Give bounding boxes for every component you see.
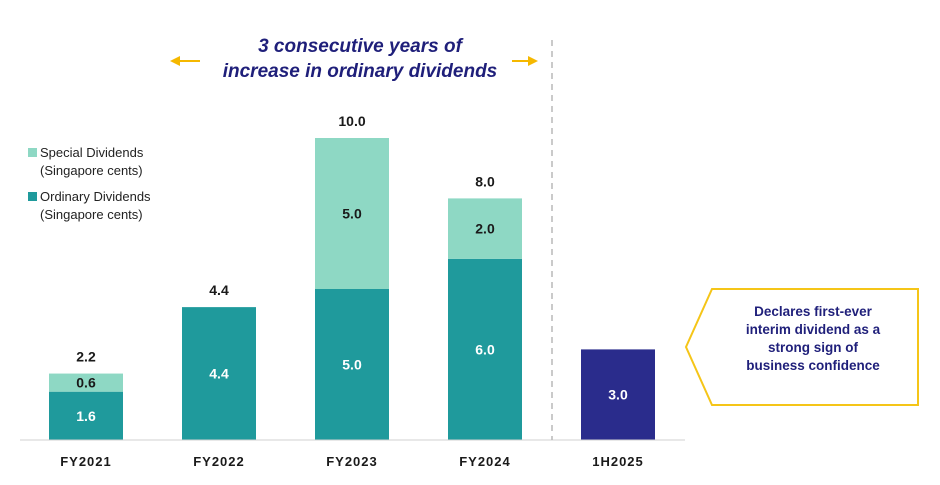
labels-layer: 1.6 0.6 2.2 4.4 4.4 5.0 5.0 10.0 6.0 2.0 8.0 3.0	[76, 113, 628, 424]
bar-special-fy2021	[49, 373, 123, 392]
legend-swatch-ordinary	[28, 192, 37, 201]
bar-ordinary-fy2022	[182, 307, 256, 440]
legend-item-special: Special Dividends (Singapore cents)	[28, 144, 151, 180]
x-tick-fy2023: FY2023	[326, 454, 378, 469]
legend-swatch-special	[28, 148, 37, 157]
left-arrow-head	[170, 56, 180, 66]
right-arrow-head	[528, 56, 538, 66]
value-label-ordinary-fy2021: 1.6	[76, 408, 96, 424]
value-label-special-fy2024: 2.0	[475, 221, 495, 237]
x-tick-1h2025: 1H2025	[592, 454, 644, 469]
bar-interim-1h2025	[581, 349, 655, 440]
x-tick-fy2024: FY2024	[459, 454, 511, 469]
headline-arrows	[170, 56, 538, 66]
legend-item-ordinary: Ordinary Dividends (Singapore cents)	[28, 188, 151, 224]
bars-layer	[49, 138, 655, 440]
bar-ordinary-fy2021	[49, 391, 123, 440]
legend-label-ordinary: Ordinary Dividends	[40, 189, 151, 204]
value-label-special-fy2021: 0.6	[76, 375, 96, 391]
total-label-fy2022: 4.4	[209, 282, 229, 298]
legend-label-special: Special Dividends	[40, 145, 144, 160]
tick-labels-layer: FY2021 FY2022 FY2023 FY2024 1H2025	[60, 454, 644, 469]
callout-line-1: Declares first-ever	[754, 304, 872, 319]
total-label-fy2023: 10.0	[338, 113, 365, 129]
callout-text: Declares first-ever interim dividend as …	[718, 303, 908, 375]
bar-special-fy2024	[448, 198, 522, 259]
headline: 3 consecutive years of increase in ordin…	[200, 34, 520, 84]
legend-unit-special: (Singapore cents)	[40, 163, 143, 178]
callout-line-2: interim dividend as a	[745, 322, 881, 337]
x-tick-fy2022: FY2022	[193, 454, 245, 469]
legend: Special Dividends (Singapore cents) Ordi…	[28, 144, 151, 232]
value-label-interim-1h2025: 3.0	[608, 387, 628, 403]
headline-line-2: increase in ordinary dividends	[222, 61, 498, 82]
bar-ordinary-fy2024	[448, 258, 522, 440]
callout-line-3: strong sign of	[768, 340, 858, 355]
bar-special-fy2023	[315, 138, 389, 289]
value-label-ordinary-fy2023: 5.0	[342, 357, 362, 373]
x-tick-fy2021: FY2021	[60, 454, 112, 469]
value-label-ordinary-fy2024: 6.0	[475, 341, 495, 357]
callout-box	[684, 288, 919, 406]
total-label-fy2021: 2.2	[76, 349, 96, 365]
legend-unit-ordinary: (Singapore cents)	[40, 207, 143, 222]
total-label-fy2024: 8.0	[475, 173, 495, 189]
bar-ordinary-fy2023	[315, 289, 389, 440]
value-label-ordinary-fy2022: 4.4	[209, 366, 229, 382]
headline-line-1: 3 consecutive years of	[258, 36, 462, 57]
callout-line-4: business confidence	[746, 358, 880, 373]
value-label-special-fy2023: 5.0	[342, 206, 362, 222]
